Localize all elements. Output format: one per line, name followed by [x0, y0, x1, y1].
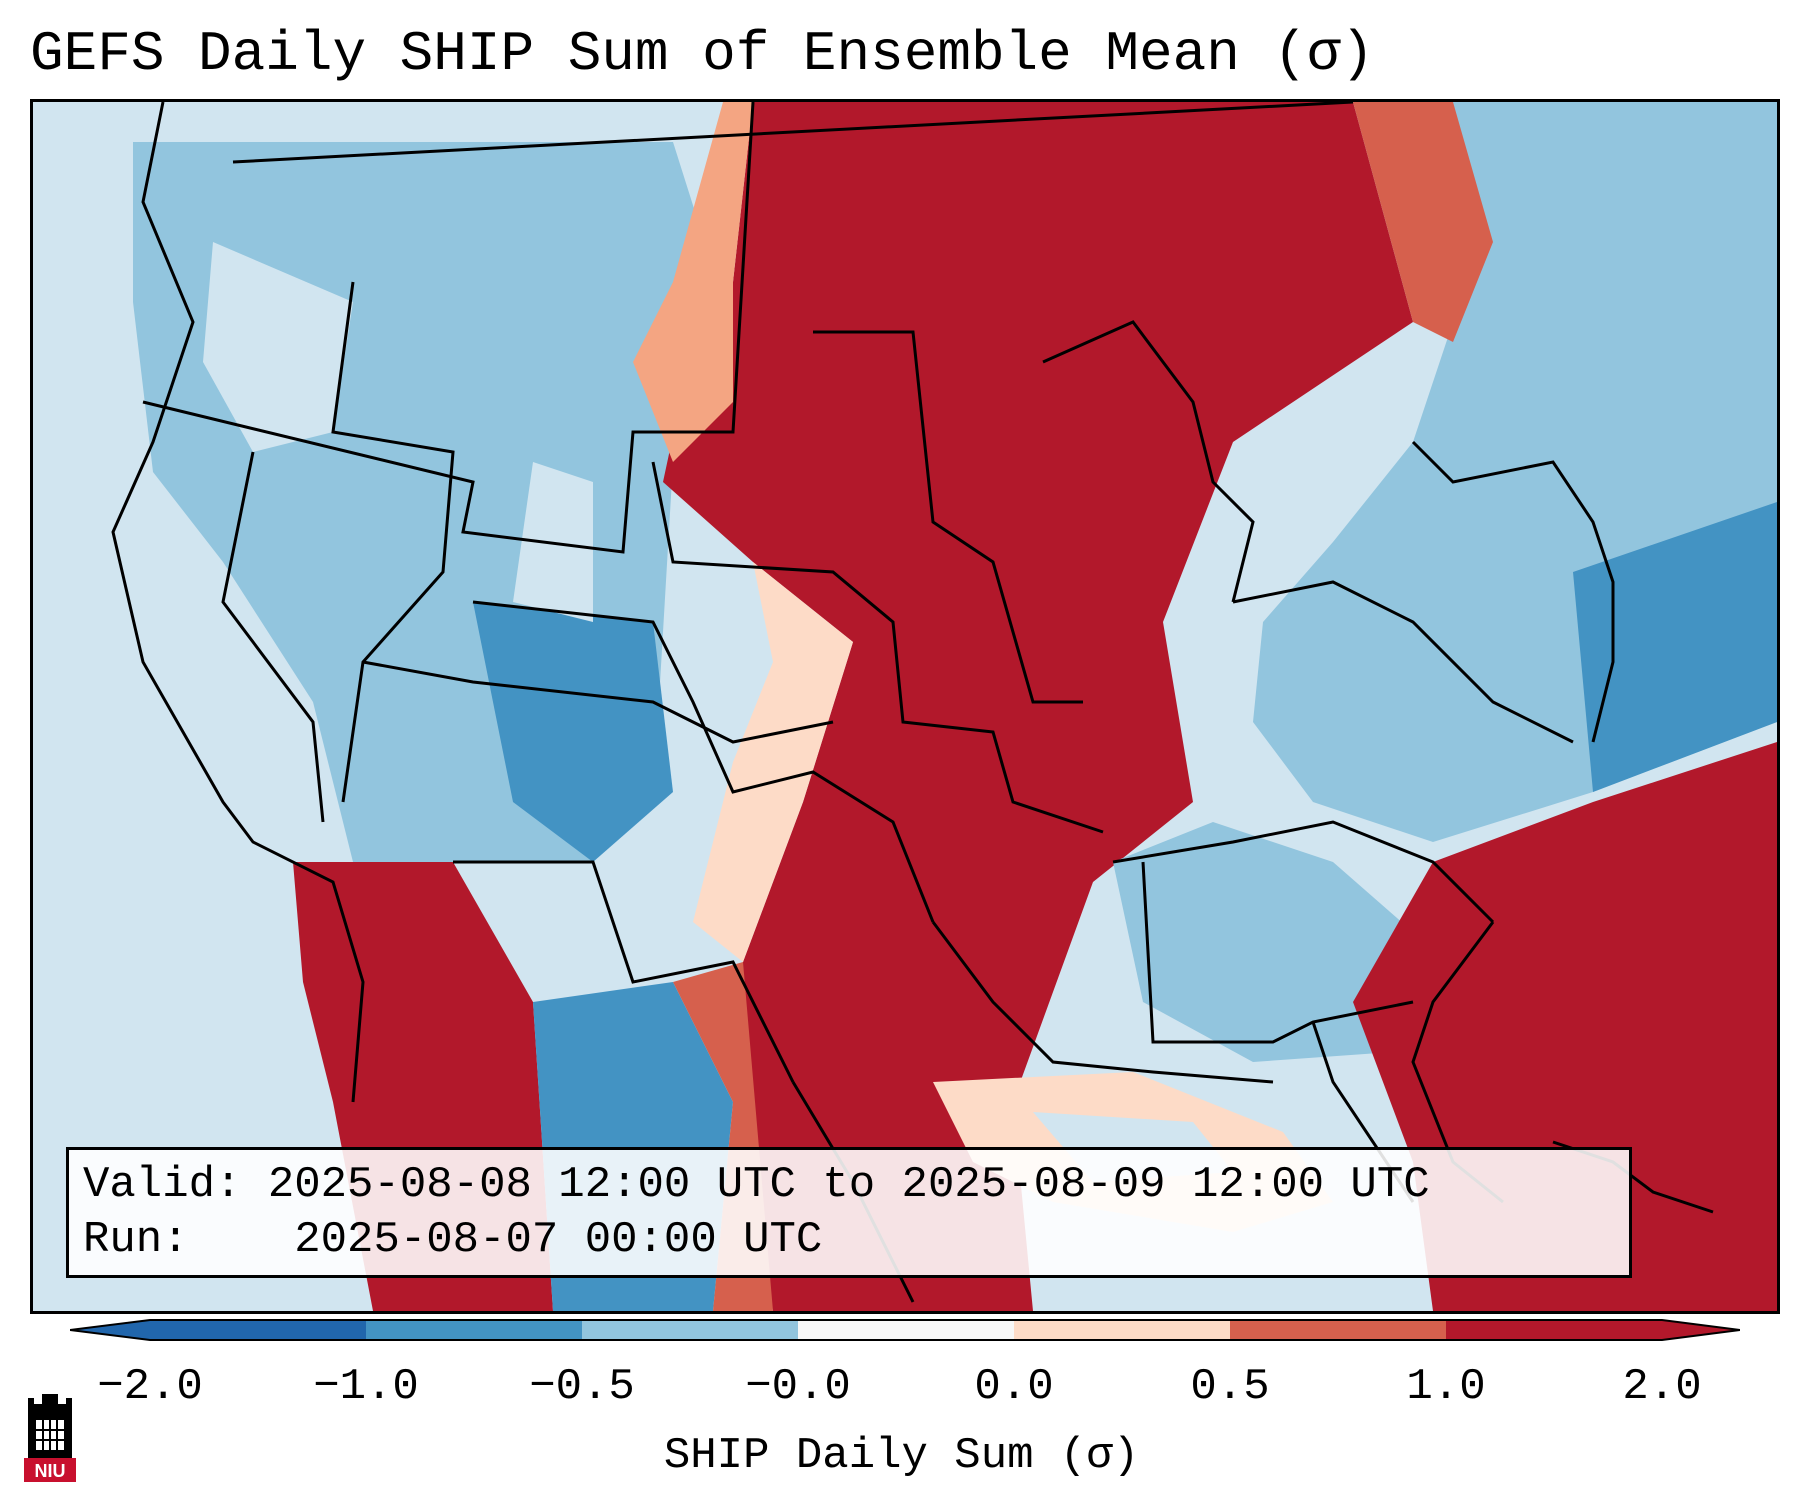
northeast-coastline	[1411, 440, 1615, 743]
southwest-darker-blue-region	[473, 602, 673, 862]
northern-plains-transition-band	[633, 102, 753, 462]
tennessee-carolina-lines	[1112, 820, 1495, 924]
valid-value: 2025-08-08 12:00 UTC to 2025-08-09 12:00…	[267, 1160, 1430, 1210]
four-corners-lines	[362, 660, 834, 744]
ohio-valley-lines	[1232, 580, 1574, 744]
colorbar	[70, 1319, 1740, 1341]
colorbar-bin-6	[1230, 1320, 1446, 1340]
valid-label: Valid:	[83, 1160, 242, 1210]
southern-state-lines	[472, 600, 935, 923]
colorbar-tick-label-5: 0.0	[974, 1362, 1054, 1412]
central-red-region	[663, 102, 1413, 1311]
west-coastline	[111, 102, 365, 1103]
colorbar-bin-4	[798, 1320, 1014, 1340]
great-lakes-transition-band	[1353, 102, 1493, 342]
deep-south-lines	[1141, 861, 1414, 1044]
southeast-blue-region	[1113, 822, 1413, 1062]
plot-title: GEFS Daily SHIP Sum of Ensemble Mean (σ)	[30, 22, 1375, 86]
colorbar-tick-label-4: −0.0	[745, 1362, 851, 1412]
colorbar-tick-label-1: −2.0	[97, 1362, 203, 1412]
pacific-nw-light-region	[203, 242, 353, 452]
central-state-lines	[651, 461, 1104, 834]
colorbar-bin-5	[1014, 1320, 1230, 1340]
logo-window-grid	[36, 1420, 64, 1450]
colorbar-bin-1	[150, 1320, 366, 1340]
atlantic-darker-blue-region	[1573, 502, 1777, 792]
run-label: Run:	[83, 1215, 189, 1265]
southern-plains-transition-band	[693, 562, 853, 962]
map-panel	[30, 99, 1780, 1314]
colorbar-outline	[70, 1319, 1740, 1341]
run-value: 2025-08-07 00:00 UTC	[294, 1215, 823, 1265]
colorbar-tick-label-3: −0.5	[529, 1362, 635, 1412]
valid-run-info-box: Valid: 2025-08-08 12:00 UTC to 2025-08-0…	[66, 1147, 1632, 1278]
colorbar-tick-label-2: −1.0	[313, 1362, 419, 1412]
midwest-state-lines	[813, 330, 1083, 704]
logo-text: NIU	[35, 1461, 66, 1481]
colorbar-bin-2	[366, 1320, 582, 1340]
colorbar-label: SHIP Daily Sum (σ)	[663, 1431, 1140, 1481]
us-canada-border	[232, 102, 1354, 164]
colorbar-extend-low	[70, 1320, 150, 1340]
niu-logo-icon: NIU	[24, 1394, 76, 1482]
colorbar-tick-label-7: 1.0	[1406, 1362, 1486, 1412]
northern-state-lines	[142, 102, 755, 554]
ship-field-map	[33, 102, 1777, 1311]
colorbar-tick-label-8: 2.0	[1622, 1362, 1702, 1412]
logo-badge	[24, 1458, 76, 1482]
great-lakes-outline	[1042, 320, 1255, 603]
colorbar-extend-high	[1662, 1320, 1740, 1340]
gulf-coastline	[931, 921, 1274, 1084]
texas-border	[453, 860, 795, 1083]
colorbar-bin-3	[582, 1320, 798, 1340]
colorbar-tick-label-6: 0.5	[1190, 1362, 1270, 1412]
idaho-utah-border	[331, 281, 455, 803]
nevada-border	[221, 451, 325, 823]
logo-tower-top	[28, 1394, 72, 1412]
colorbar-bin-7	[1446, 1320, 1662, 1340]
